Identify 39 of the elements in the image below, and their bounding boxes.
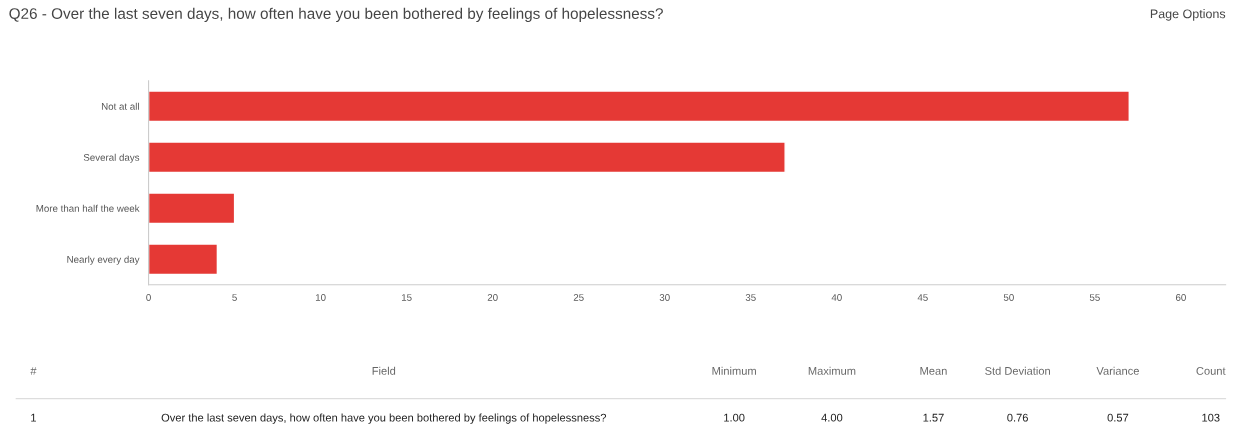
text: Page Options [1150, 9, 1226, 21]
text: Mean [920, 367, 947, 375]
x-tick-label: 25 [573, 294, 584, 301]
text: Maximum [808, 366, 856, 375]
text: 103 [1202, 413, 1220, 422]
y-tick-label: Nearly every day [67, 255, 140, 265]
text: 0.76 [1007, 413, 1028, 422]
x-tick-label: 35 [745, 294, 756, 301]
x-tick-label: 0 [146, 294, 151, 301]
text: Field [372, 366, 396, 375]
x-tick-label: 10 [315, 294, 326, 301]
x-tick-label: 55 [1089, 294, 1100, 301]
x-tick-label: 40 [831, 294, 842, 301]
text: Std Deviation [985, 366, 1050, 375]
x-tick-label: 20 [487, 294, 498, 301]
bar [148, 192, 236, 225]
bar [148, 243, 219, 276]
text: 1.00 [724, 413, 745, 422]
text: Minimum [712, 366, 756, 375]
x-tick-label: 60 [1175, 294, 1186, 301]
text: 1.57 [923, 413, 944, 422]
y-tick-label: Several days [83, 153, 140, 163]
x-tick-label: 30 [659, 294, 670, 301]
text: 1 [31, 413, 36, 422]
text: Over the last seven days, how often have you been bothered by feelings of hopelessness? [161, 413, 607, 424]
text: Variance [1096, 366, 1139, 375]
bar [148, 90, 1130, 123]
text: # [30, 367, 37, 375]
x-tick-label: 5 [232, 294, 237, 301]
y-tick-label: More than half the week [36, 204, 140, 212]
bar [148, 141, 786, 174]
text: 0.57 [1107, 413, 1129, 422]
y-tick-label: Not at all [101, 102, 139, 110]
x-tick-label: 15 [401, 294, 412, 301]
text: Count [1196, 366, 1226, 375]
text: 4.00 [821, 413, 843, 422]
x-tick-label: 50 [1003, 294, 1014, 301]
x-tick-label: 45 [917, 294, 928, 301]
chart-title: Q26 - Over the last seven days, how often have you been bothered by feelings of hopelessness? [9, 7, 663, 22]
